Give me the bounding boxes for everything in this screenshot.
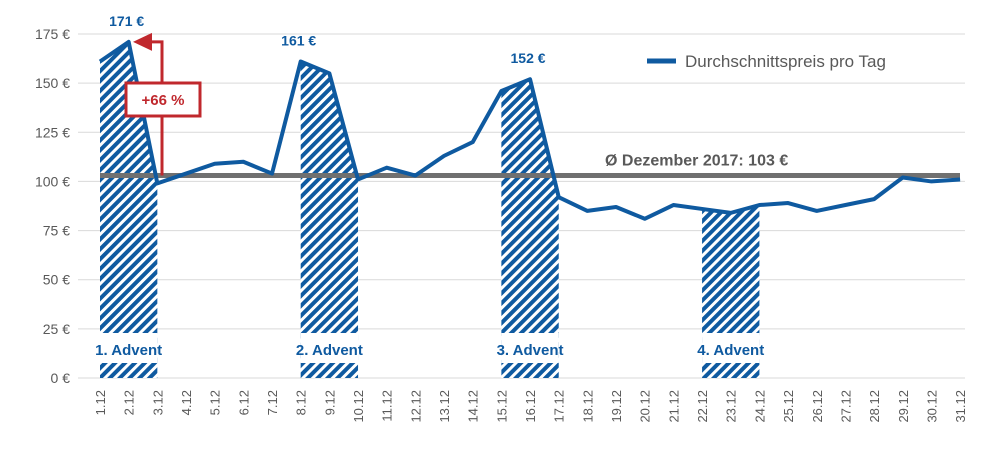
legend-label: Durchschnittspreis pro Tag [685,52,886,71]
x-tick-label: 20.12 [638,390,653,423]
x-tick-label: 22.12 [695,390,710,423]
x-tick-label: 1.12 [93,390,108,415]
advent-label-bg [702,333,760,363]
x-tick-label: 4.12 [179,390,194,415]
x-tick-label: 14.12 [466,390,481,423]
x-tick-label: 13.12 [437,390,452,423]
x-tick-label: 28.12 [867,390,882,423]
annotation-box [124,81,202,118]
x-tick-label: 12.12 [408,390,423,423]
x-tick-label: 8.12 [294,390,309,415]
x-tick-label: 19.12 [609,390,624,423]
x-tick-label: 30.12 [924,390,939,423]
x-tick-label: 18.12 [580,390,595,423]
advent-label: 2. Advent [296,342,363,359]
x-tick-label: 3.12 [150,390,165,415]
increase-arrow [150,40,164,176]
y-tick-label: 125 € [35,124,70,140]
x-tick-label: 7.12 [265,390,280,415]
advent-label-bg [300,333,359,363]
x-tick-label: 11.12 [380,390,395,422]
x-tick-label: 6.12 [236,390,251,415]
arrow-head-icon [133,32,152,51]
advent-highlight [100,41,158,379]
advent-label: 1. Advent [95,342,162,359]
x-tick-label: 25.12 [781,390,796,423]
x-tick-label: 23.12 [724,390,739,423]
data-label: 161 € [281,33,316,49]
data-label: 171 € [109,13,144,29]
y-tick-label: 0 € [51,370,71,386]
x-tick-label: 26.12 [810,390,825,423]
x-tick-label: 5.12 [208,390,223,415]
data-label: 152 € [511,50,546,66]
x-tick-label: 15.12 [494,390,509,423]
x-tick-label: 21.12 [666,390,681,423]
advent-label: 3. Advent [497,342,564,359]
advent-label: 4. Advent [697,342,764,359]
x-tick-label: 2.12 [122,390,137,415]
annotation-label: +66 % [142,92,185,109]
advent-label-bg [100,333,158,363]
x-tick-label: 27.12 [838,390,853,423]
average-label: Ø Dezember 2017: 103 € [605,153,788,170]
y-tick-label: 100 € [35,173,70,189]
y-tick-label: 25 € [43,321,70,337]
y-tick-label: 175 € [35,26,70,42]
x-tick-label: 31.12 [953,390,968,423]
x-tick-label: 16.12 [523,390,538,423]
x-tick-label: 17.12 [552,390,567,423]
x-tick-label: 29.12 [896,390,911,423]
advent-label-bg [501,333,559,363]
x-tick-label: 10.12 [351,390,366,423]
advent-highlight [501,79,559,378]
x-tick-label: 9.12 [322,390,337,415]
advent-highlight [300,61,359,379]
x-tick-label: 24.12 [752,390,767,423]
y-tick-label: 150 € [35,75,70,91]
y-tick-label: 75 € [43,223,70,239]
y-tick-label: 50 € [43,272,70,288]
